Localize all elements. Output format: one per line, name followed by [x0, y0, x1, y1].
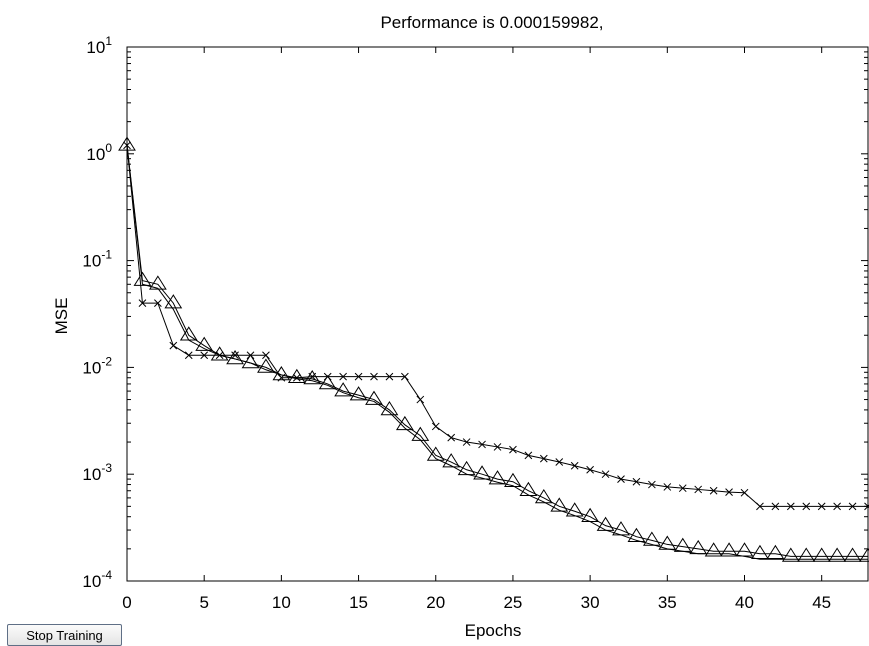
y-tick-label: 10-2 [82, 354, 112, 377]
x-tick-label: 20 [426, 593, 445, 612]
series-line [127, 145, 868, 556]
series-triangle [119, 137, 869, 561]
triangle-marker [289, 370, 305, 383]
chart-title: Performance is 0.000159982, [380, 13, 603, 32]
x-marker [417, 396, 424, 403]
triangle-marker [675, 539, 691, 552]
y-tick-label: 10-1 [82, 248, 112, 271]
triangle-marker [598, 518, 614, 531]
y-tick-exponent: -2 [101, 354, 112, 368]
x-marker [602, 471, 609, 478]
y-tick-label: 100 [86, 141, 112, 164]
triangle-marker [551, 498, 567, 511]
x-marker [432, 423, 439, 430]
triangle-marker [628, 529, 644, 542]
triangle-marker [737, 543, 753, 556]
plot-frame [127, 47, 868, 581]
x-marker [170, 342, 177, 349]
y-tick-exponent: 0 [105, 141, 112, 155]
x-marker [587, 466, 594, 473]
triangle-marker [459, 462, 475, 475]
triangle-marker [212, 347, 228, 360]
y-tick-base: 10 [82, 572, 101, 591]
triangle-marker [412, 428, 428, 441]
y-tick-base: 10 [82, 358, 101, 377]
series-line [127, 145, 868, 506]
x-axis-label: Epochs [465, 621, 522, 640]
x-tick-label: 10 [272, 593, 291, 612]
y-axis-label: MSE [52, 298, 71, 335]
x-tick-label: 25 [503, 593, 522, 612]
x-tick-label: 15 [349, 593, 368, 612]
y-tick-exponent: -1 [101, 248, 112, 262]
y-tick-base: 10 [82, 465, 101, 484]
x-marker [448, 434, 455, 441]
y-tick-base: 10 [86, 145, 105, 164]
x-marker [556, 459, 563, 466]
y-tick-exponent: -3 [101, 461, 112, 475]
x-marker [571, 462, 578, 469]
x-tick-label: 5 [199, 593, 208, 612]
triangle-marker [752, 546, 768, 559]
y-tick-label: 10-4 [82, 568, 112, 591]
y-tick-exponent: -4 [101, 568, 112, 582]
series-group [119, 137, 869, 561]
y-tick-label: 10-3 [82, 461, 112, 484]
triangle-marker [690, 541, 706, 554]
y-tick-base: 10 [82, 252, 101, 271]
x-tick-label: 30 [581, 593, 600, 612]
triangle-marker [767, 546, 783, 559]
x-tick-label: 35 [658, 593, 677, 612]
series-x [124, 142, 869, 510]
y-tick-base: 10 [86, 38, 105, 57]
y-tick-label: 101 [86, 34, 112, 57]
x-tick-label: 40 [735, 593, 754, 612]
y-tick-exponent: 1 [105, 34, 112, 48]
x-tick-label: 0 [122, 593, 131, 612]
x-tick-label: 45 [812, 593, 831, 612]
